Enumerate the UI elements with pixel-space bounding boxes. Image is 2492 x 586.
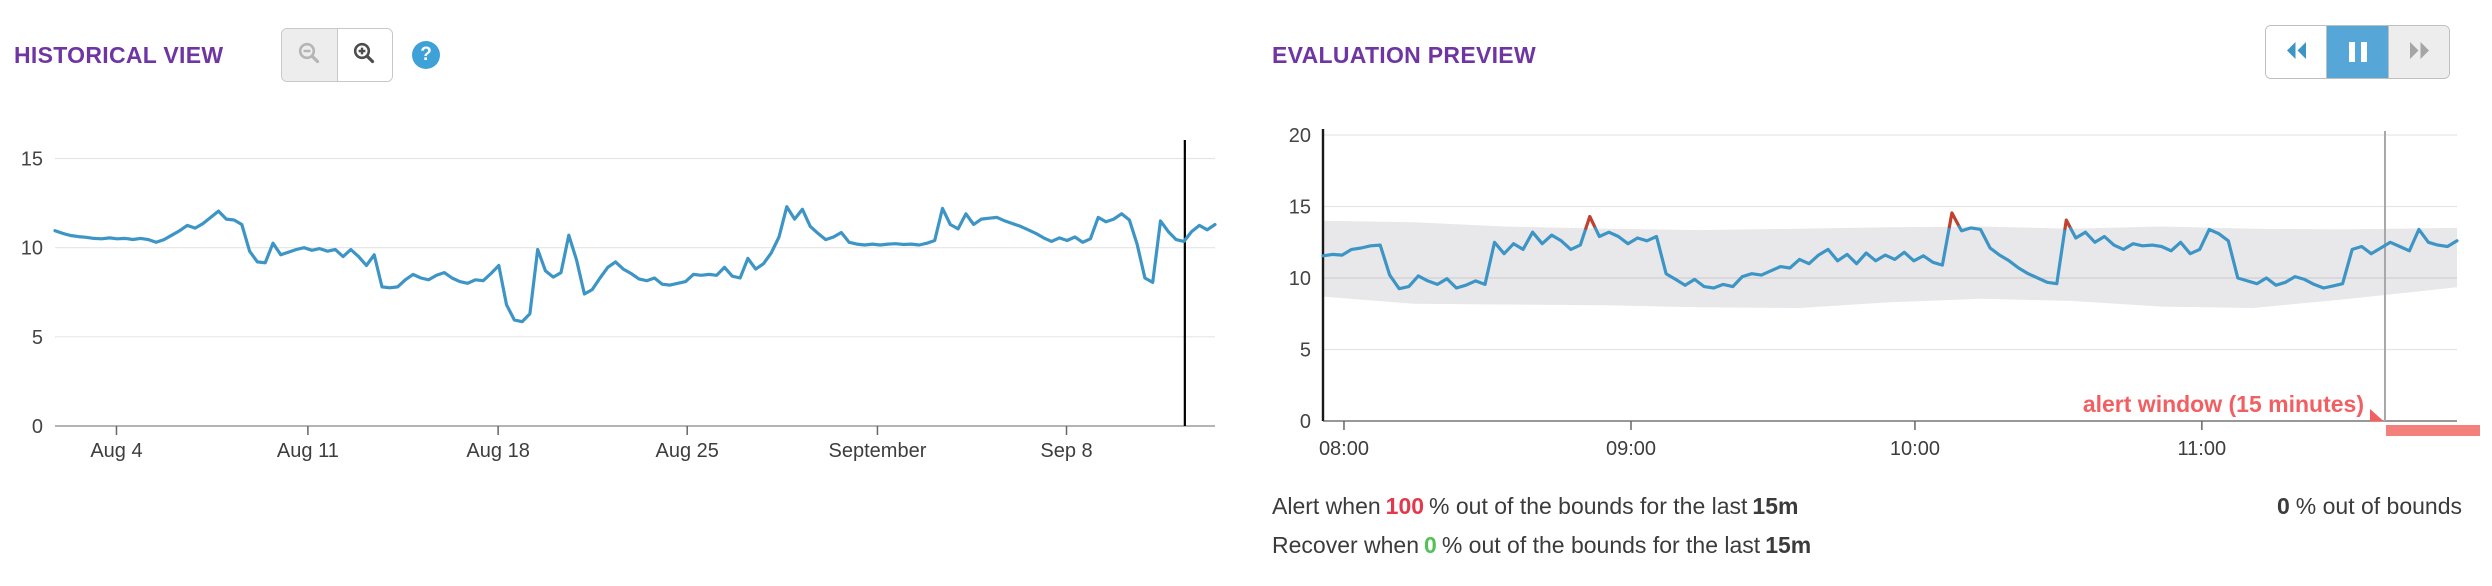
zoom-out-button[interactable] [282, 29, 338, 81]
magnifier-plus-icon [351, 40, 378, 70]
svg-text:0: 0 [32, 416, 43, 438]
svg-text:5: 5 [32, 327, 43, 349]
alert-condition-text: Alert when 100% out of the bounds for the… [1272, 493, 1803, 520]
svg-text:15: 15 [21, 149, 43, 171]
svg-text:Aug 11: Aug 11 [277, 440, 339, 462]
fast-forward-button[interactable] [2388, 26, 2449, 78]
question-icon: ? [420, 44, 432, 65]
recover-threshold-value: 0 [1424, 532, 1437, 558]
svg-text:09:00: 09:00 [1606, 438, 1656, 460]
svg-text:5: 5 [1300, 340, 1311, 362]
evaluation-preview-title: EVALUATION PREVIEW [1272, 42, 1536, 68]
zoom-button-group [281, 28, 393, 82]
alert-threshold-value: 100 [1385, 493, 1425, 519]
recover-suffix: % out of the bounds for the last [1441, 532, 1761, 558]
help-button[interactable]: ? [412, 41, 440, 69]
svg-text:Aug 4: Aug 4 [90, 440, 142, 462]
pause-icon [2348, 42, 2367, 62]
recover-prefix: Recover when [1272, 532, 1420, 558]
svg-text:20: 20 [1289, 125, 1311, 147]
historical-view-title: HISTORICAL VIEW [14, 42, 224, 68]
recover-window-duration: 15m [1765, 532, 1812, 558]
pause-button[interactable] [2327, 26, 2388, 78]
alert-suffix: % out of the bounds for the last [1429, 493, 1748, 519]
alert-prefix: Alert when [1272, 493, 1381, 519]
svg-text:alert window (15 minutes): alert window (15 minutes) [2083, 391, 2364, 417]
evaluation-chart[interactable]: 0 5 10 15 20 08:00 09:00 10:00 11:00 alert window… [1270, 85, 2492, 485]
svg-text:11:00: 11:00 [2178, 438, 2227, 460]
svg-text:10: 10 [1289, 268, 1311, 290]
svg-text:September: September [829, 440, 927, 462]
rewind-button[interactable] [2266, 26, 2327, 78]
svg-text:Aug 25: Aug 25 [656, 440, 719, 462]
playback-button-group [2265, 25, 2450, 79]
svg-text:10: 10 [21, 238, 43, 260]
svg-text:0: 0 [1300, 411, 1311, 433]
magnifier-minus-icon [296, 40, 323, 70]
svg-text:15: 15 [1289, 197, 1311, 219]
fast-forward-icon [2406, 39, 2433, 65]
recover-condition-text: Recover when 0% out of the bounds for the… [1272, 532, 1816, 559]
out-of-bounds-value: 0 [2276, 493, 2290, 519]
rewind-icon [2283, 39, 2310, 65]
alert-window-duration: 15m [1752, 493, 1799, 519]
svg-text:08:00: 08:00 [1319, 438, 1369, 460]
svg-text:Sep 8: Sep 8 [1040, 440, 1092, 462]
out-of-bounds-status: 0% out of bounds [2277, 493, 2462, 520]
historical-chart[interactable]: 0 5 10 15 Aug 4 Aug 11 Aug 18 Aug 25 September Se… [0, 85, 1250, 485]
zoom-in-button[interactable] [337, 29, 392, 81]
svg-text:10:00: 10:00 [1890, 438, 1940, 460]
svg-text:Aug 18: Aug 18 [466, 440, 529, 462]
out-of-bounds-label: % out of bounds [2295, 493, 2462, 519]
